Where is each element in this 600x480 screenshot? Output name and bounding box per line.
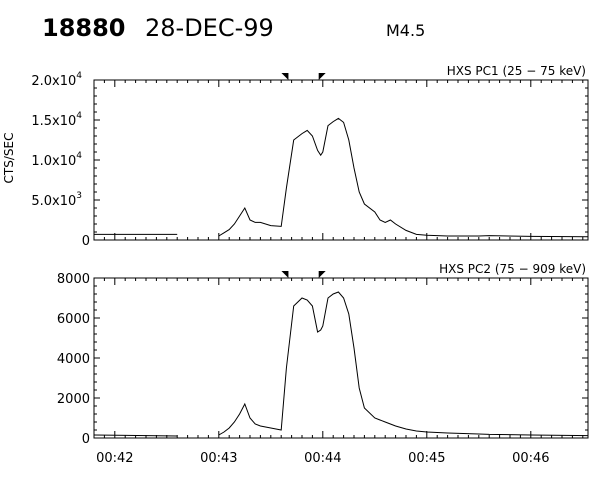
y-axis-label: CTS/SEC — [2, 133, 16, 184]
flare-date: 28-DEC-99 — [145, 14, 274, 42]
panel-2-xtick-label: 00:43 — [200, 451, 237, 466]
panel-2-xtick-label: 00:44 — [304, 451, 341, 466]
panel-1-marker — [281, 73, 289, 80]
panel-1-frame — [93, 79, 589, 241]
panel-1-ytick-label: 1.5x104 — [31, 111, 82, 129]
panel-2-ytick-label: 2000 — [57, 392, 90, 407]
panel-1-series-1-line — [94, 117, 589, 238]
panel-2-xtick-label: 00:42 — [96, 451, 133, 466]
flare-id: 18880 — [42, 14, 126, 42]
panel-1-title: HXS PC1 (25 − 75 keV) — [447, 64, 586, 78]
panel-2-xtick-label: 00:45 — [408, 451, 445, 466]
panel-2-title: HXS PC2 (75 − 909 keV) — [439, 262, 586, 276]
panel-1-ytick-label: 5.0x103 — [31, 191, 82, 209]
panel-2-marker — [318, 271, 326, 278]
panel-2-ytick-label: 4000 — [57, 352, 90, 367]
panel-2-series-1-line — [93, 291, 589, 437]
panel-1-ytick-label: 2.0x104 — [31, 71, 82, 89]
panel-2-ytick-label: 0 — [82, 432, 90, 447]
panel-2-ytick-label: 8000 — [57, 272, 90, 287]
panel-2-xtick-label: 00:46 — [512, 451, 549, 466]
goes-class: M4.5 — [386, 21, 426, 40]
panel-1-ytick-label: 1.0x104 — [31, 151, 82, 169]
panel-1-marker — [318, 73, 326, 80]
panel-2-marker — [281, 271, 289, 278]
panel-2-ytick-label: 6000 — [57, 312, 90, 327]
panel-1-ytick-label: 0 — [82, 234, 90, 249]
panel-2-frame — [93, 277, 589, 439]
